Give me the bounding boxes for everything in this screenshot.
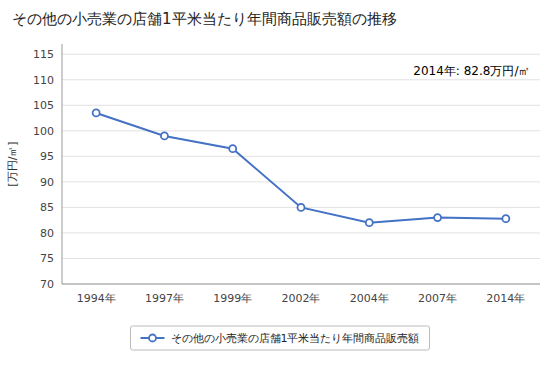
- y-tick-label: 110: [33, 74, 54, 87]
- grid-line: [62, 156, 540, 157]
- title: その他の小売業の店舗1平米当たり年間商品販売額の推移: [12, 10, 397, 28]
- x-tick-label: 2002年: [282, 292, 321, 305]
- data-point: [502, 215, 509, 222]
- chart-container: その他の小売業の店舗1平米当たり年間商品販売額の推移 70 75 80 85 90 95 10…: [0, 0, 560, 366]
- y-tick-label: 75: [40, 252, 54, 265]
- y-tick-label: 115: [33, 48, 54, 61]
- x-axis-line: [62, 284, 540, 285]
- y-tick-label: 90: [40, 176, 54, 189]
- grid-line: [62, 105, 540, 106]
- plot-area: [93, 109, 510, 226]
- legend-marker: [149, 335, 156, 342]
- data-point: [229, 145, 236, 152]
- grid-line: [62, 232, 540, 233]
- legend-label: その他の小売業の店舗1平米当たり年間商品販売額: [171, 332, 420, 345]
- chart: その他の小売業の店舗1平米当たり年間商品販売額の推移 70 75 80 85 90 95 10…: [0, 0, 560, 366]
- grid-line: [62, 258, 540, 259]
- y-tick-label: 80: [40, 227, 54, 240]
- y-axis: 70 75 80 85 90 95 100 105 110 115: [33, 44, 540, 291]
- x-tick-label: 2014年: [486, 292, 525, 305]
- data-point: [434, 214, 441, 221]
- x-tick-label: 1994年: [77, 292, 116, 305]
- y-tick-label: 95: [40, 150, 54, 163]
- background: [0, 0, 560, 366]
- grid-line: [62, 284, 540, 285]
- x-tick-label: 2007年: [418, 292, 457, 305]
- x-tick-label: 1997年: [145, 292, 184, 305]
- y-tick-label: 85: [40, 201, 54, 214]
- data-point: [93, 109, 100, 116]
- series-line: [96, 113, 506, 223]
- annotation: 2014年: 82.8万円/㎡: [413, 64, 530, 78]
- y-tick-label: 100: [33, 125, 54, 138]
- grid-line: [62, 79, 540, 80]
- x-axis: 1994年 1997年 1999年 2002年 2004年 2007年 2014年: [77, 292, 526, 305]
- legend-item: その他の小売業の店舗1平米当たり年間商品販売額: [141, 332, 420, 345]
- data-point: [366, 219, 373, 226]
- y-tick-label: 105: [33, 99, 54, 112]
- y-tick-label: 70: [40, 278, 54, 291]
- grid-line: [62, 54, 540, 55]
- data-point: [298, 204, 305, 211]
- y-axis-label: [万円/㎡]: [6, 141, 19, 186]
- x-tick-label: 1999年: [213, 292, 252, 305]
- legend-box: [131, 326, 430, 350]
- data-point: [161, 132, 168, 139]
- y-axis-line: [62, 44, 63, 284]
- x-tick-label: 2004年: [350, 292, 389, 305]
- legend: その他の小売業の店舗1平米当たり年間商品販売額: [131, 326, 430, 350]
- grid-line: [62, 130, 540, 131]
- grid-line: [62, 181, 540, 182]
